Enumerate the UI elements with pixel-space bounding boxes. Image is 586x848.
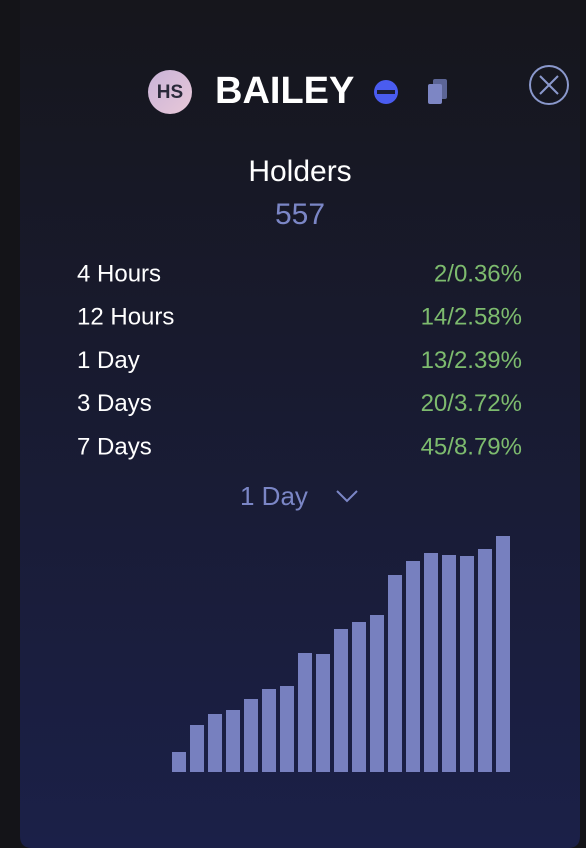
bar [262,689,276,772]
bar [388,575,402,772]
period-label: 12 Hours [77,304,174,331]
chevron [336,490,358,503]
bar [460,556,474,772]
bar [244,699,258,772]
period-value: 20/3.72% [421,390,522,417]
panel [20,0,580,848]
bar [334,629,348,772]
holders-value: 557 [275,198,325,231]
bar [478,549,492,772]
bar [208,714,222,772]
close-button[interactable] [529,65,569,105]
period-label: 1 Day [77,347,140,374]
bar [172,752,186,772]
bar [424,553,438,772]
status-icon [374,80,398,104]
avatar-text: HS [157,82,183,103]
holders-label: Holders [248,155,351,188]
bar [298,653,312,772]
period-value: 2/0.36% [434,260,522,287]
bar [406,561,420,772]
dropdown[interactable]: 1 Day [240,481,358,511]
bar [190,725,204,772]
bar [442,555,456,772]
period-value: 13/2.39% [421,347,522,374]
period-label: 3 Days [77,390,152,417]
period-value: 45/8.79% [421,434,522,461]
bar [280,686,294,772]
period-label: 4 Hours [77,260,161,287]
token-title: BAILEY [215,70,354,112]
period-label: 7 Days [77,434,152,461]
bar [496,536,510,772]
bar [370,615,384,772]
avatar [148,70,192,114]
bar [316,654,330,772]
copy-button[interactable] [428,79,447,104]
bar [226,710,240,772]
period-value: 14/2.58% [421,304,522,331]
dropdown-label[interactable]: 1 Day [240,481,308,511]
bar [352,622,366,772]
